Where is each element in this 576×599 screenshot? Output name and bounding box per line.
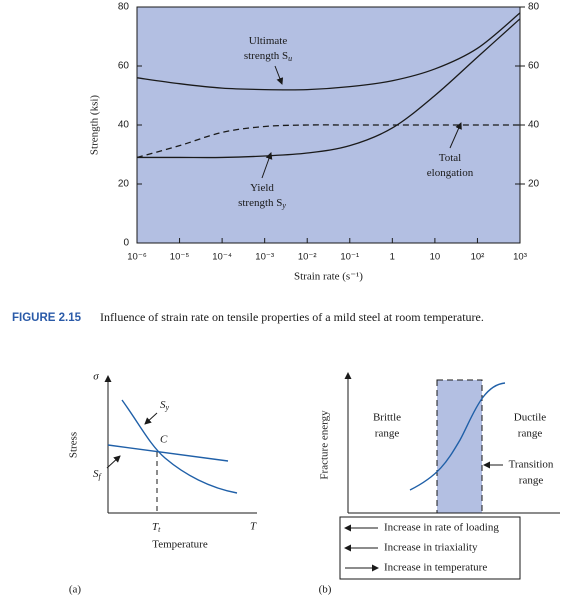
y2-tick-label: 80 <box>528 2 540 13</box>
x-tick-label: 10⁻² <box>298 252 317 263</box>
y2-tick-label: 60 <box>528 61 540 72</box>
figure-label: FIGURE 2.15 <box>12 312 82 324</box>
panel-label: (a) <box>69 584 82 596</box>
transition-label: range <box>519 475 544 487</box>
legend-text: Increase in triaxiality <box>384 542 478 554</box>
annotation: Ultimate <box>249 35 288 47</box>
annotation: strength Sy <box>238 197 286 210</box>
x-tick-label: 10⁻³ <box>255 252 274 263</box>
x-tick-label: 10⁻⁴ <box>212 252 232 263</box>
transition-label: Transition <box>509 459 554 471</box>
pointer <box>144 412 158 425</box>
chart: 0 20 40 60 80 20 40 60 80 10⁻⁶ 10⁻⁵ 10⁻⁴ 10⁻³ 10⁻² 10⁻… <box>89 2 540 283</box>
annotation-text: Total <box>439 152 461 164</box>
x-label: Temperature <box>152 539 208 551</box>
x-tick-label: 10³ <box>513 252 527 263</box>
annotation-sub: u <box>288 54 292 63</box>
sigma: σ <box>93 371 99 383</box>
annotation: elongation <box>427 167 474 179</box>
sf-line <box>107 444 229 462</box>
annotation-pointer <box>449 122 462 149</box>
annotation-text: Yield <box>250 182 274 194</box>
y2-tick-label: 40 <box>528 120 540 131</box>
y-axis-label: Strength (ksi) <box>89 95 101 156</box>
x-tick-label: 10⁻¹ <box>340 252 359 263</box>
panel-label: (b) <box>319 584 332 596</box>
annotation-pointer <box>261 152 273 179</box>
x-tick-label: 10⁻⁵ <box>170 252 190 263</box>
diagram-a <box>104 375 257 514</box>
y2-tick-label: 20 <box>528 179 540 190</box>
annotation-pointer <box>274 65 284 85</box>
x-tick-label: 10 <box>430 252 441 263</box>
annotation: strength Su <box>244 50 292 63</box>
x-tick-label: 1 <box>390 252 395 263</box>
annotation-text: Ultimate <box>249 35 288 47</box>
y-tick-label: 40 <box>118 120 130 131</box>
y-tick-label: 80 <box>118 2 130 13</box>
annotation-sub: y <box>281 201 286 210</box>
transition-band <box>436 379 483 514</box>
diagram-b <box>339 372 560 580</box>
sy-curve <box>121 399 238 494</box>
series-line <box>137 18 521 159</box>
sy-label: Sy <box>160 399 170 412</box>
legend-box <box>339 516 521 580</box>
t-label: T <box>250 521 257 533</box>
y-label: Stress <box>68 432 80 458</box>
figure-caption: Influence of strain rate on tensile prop… <box>100 310 484 324</box>
y-label: Fracture energy <box>319 410 331 480</box>
ductile-label: range <box>518 428 543 440</box>
brittle-label: range <box>375 428 400 440</box>
y-tick-label: 60 <box>118 61 130 72</box>
c-label: C <box>160 434 168 446</box>
tt-label: Tt <box>152 521 161 534</box>
brittle-label: Brittle <box>373 412 401 424</box>
energy-curve <box>409 382 506 491</box>
annotation-text: strength S <box>238 197 282 209</box>
legend-text: Increase in temperature <box>384 562 487 574</box>
annotation: Total <box>439 152 461 164</box>
annotation: Yield <box>250 182 274 194</box>
sf-label: Sf <box>93 468 103 481</box>
legend-text: Increase in rate of loading <box>384 522 499 534</box>
x-tick-label: 10⁻⁶ <box>127 252 147 263</box>
x-tick-label: 10² <box>471 252 485 263</box>
series-line <box>136 12 521 91</box>
pointer <box>106 455 121 469</box>
annotation-text: elongation <box>427 167 474 179</box>
ductile-label: Ductile <box>514 412 546 424</box>
y-tick-label: 20 <box>118 179 130 190</box>
x-axis-label: Strain rate (s⁻¹) <box>294 271 363 283</box>
annotation-text: strength S <box>244 50 288 62</box>
y-tick-label: 0 <box>123 238 129 249</box>
